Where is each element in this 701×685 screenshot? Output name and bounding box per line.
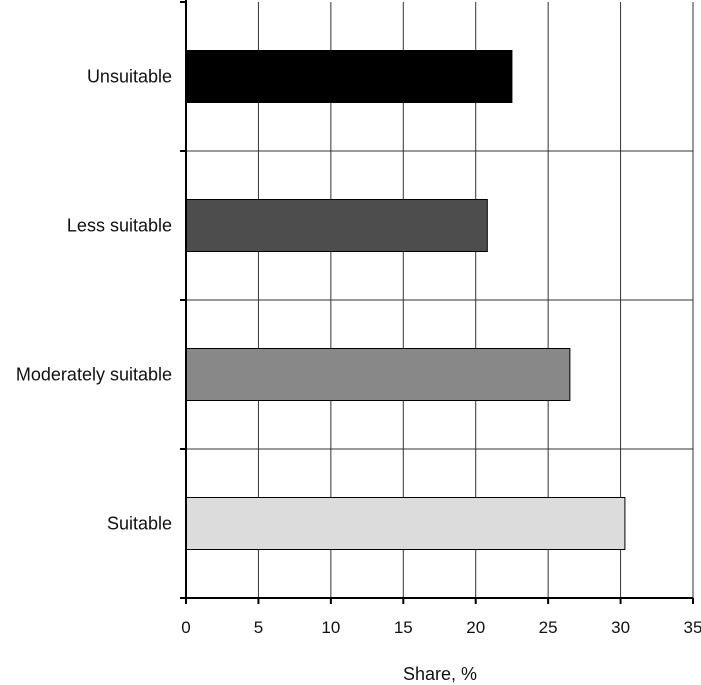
x-tick-label-30: 30 [611, 618, 630, 637]
category-label-suitable: Suitable [107, 514, 172, 534]
x-tick-label-20: 20 [466, 618, 485, 637]
x-tick-label-15: 15 [394, 618, 413, 637]
x-tick-label-10: 10 [321, 618, 340, 637]
x-tick-label-25: 25 [539, 618, 558, 637]
labels: Unsuitable Less suitable Moderately suitab… [16, 67, 701, 638]
bars [185, 50, 626, 550]
category-label-less-suitable: Less suitable [67, 216, 172, 236]
x-tick-label-5: 5 [254, 618, 263, 637]
axes [180, 0, 694, 604]
category-label-moderately-suitable: Moderately suitable [16, 365, 172, 385]
x-axis-title: Share, % [403, 664, 477, 684]
bar-less-suitable [185, 199, 488, 252]
bar-suitable [185, 497, 626, 550]
x-tick-label-35: 35 [684, 618, 701, 637]
bar-unsuitable [185, 50, 513, 103]
bar-moderately-suitable [185, 348, 571, 401]
category-label-unsuitable: Unsuitable [87, 67, 172, 87]
x-tick-label-0: 0 [181, 618, 190, 637]
